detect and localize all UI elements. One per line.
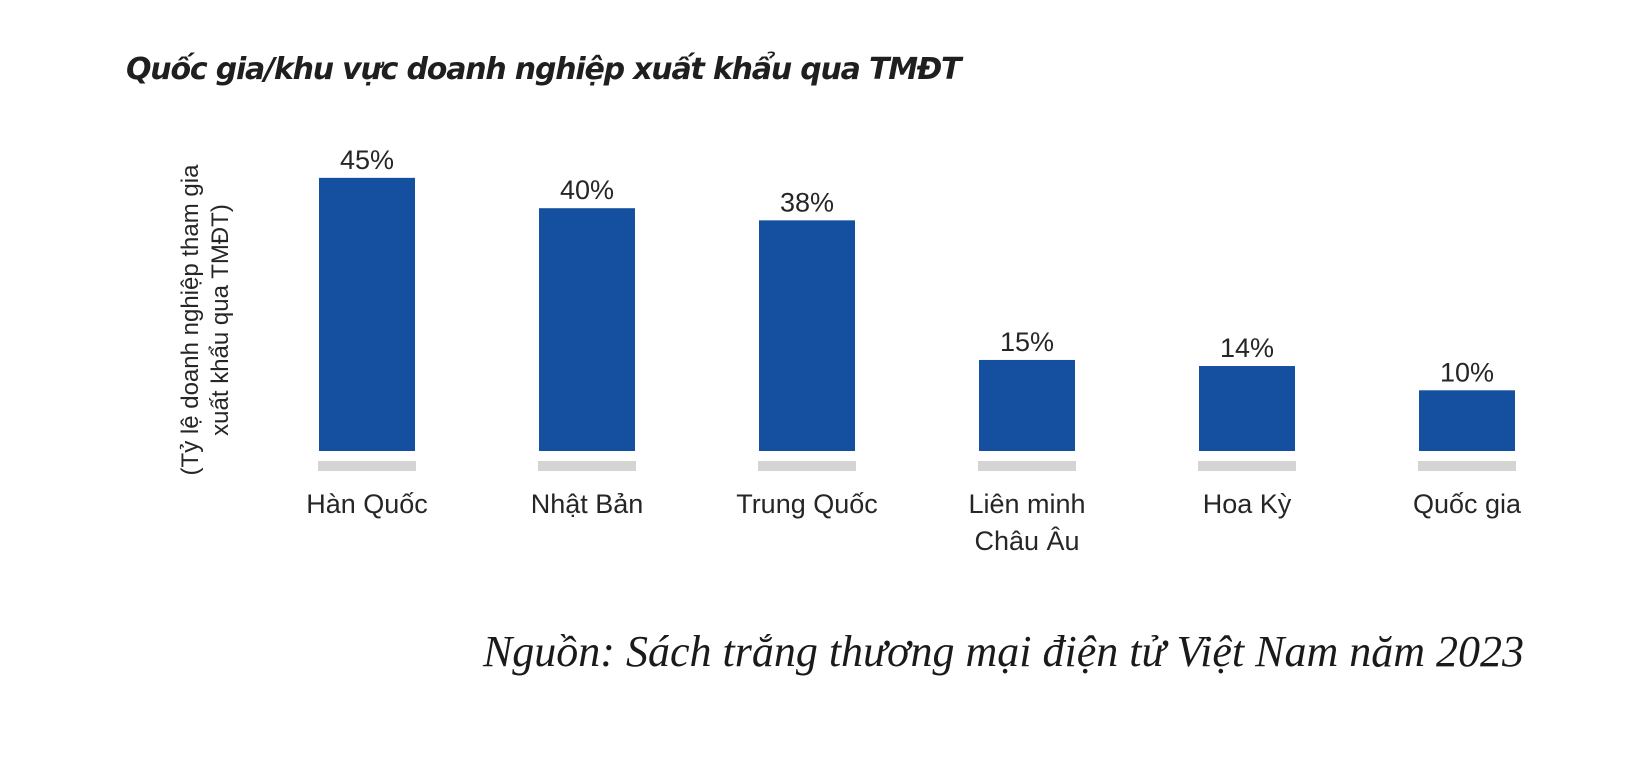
x-tick-label-2: Trung Quốc (736, 489, 878, 519)
value-label-3: 15% (1000, 327, 1054, 357)
x-tick-label-5: Quốc gia (1413, 489, 1522, 519)
bar-chart: (Tỷ lệ doanh nghiệp tham gia xuất khẩu q… (177, 145, 1522, 556)
y-axis-label-line-1: (Tỷ lệ doanh nghiệp tham gia (177, 164, 204, 476)
bar-1 (539, 208, 635, 451)
bars-group: 45% Hàn Quốc 40% Nhật Bản 38% Trung Quốc 15% Li… (306, 145, 1522, 556)
x-tick-label-0: Hàn Quốc (306, 489, 428, 519)
source-note: Nguồn: Sách trắng thương mại điện tử Việ… (482, 627, 1524, 676)
value-label-4: 14% (1220, 333, 1274, 363)
bar-base-2 (758, 461, 856, 471)
chart-title: Quốc gia/khu vực doanh nghiệp xuất khẩu … (126, 52, 961, 87)
bar-base-5 (1418, 461, 1516, 471)
value-label-1: 40% (560, 175, 614, 205)
bar-base-3 (978, 461, 1076, 471)
x-tick-label-1: Nhật Bản (531, 489, 644, 519)
bar-0 (319, 177, 415, 451)
bar-5 (1419, 390, 1515, 451)
y-axis-label-line-2: xuất khẩu qua TMĐT) (207, 204, 234, 436)
bar-base-4 (1198, 461, 1296, 471)
bar-4 (1199, 366, 1295, 451)
value-label-2: 38% (780, 187, 834, 217)
x-tick-label-3-line-2: Châu Âu (974, 525, 1079, 556)
x-tick-label-3-line-1: Liên minh (968, 489, 1085, 519)
value-label-0: 45% (340, 145, 394, 175)
bar-2 (759, 220, 855, 451)
bar-3 (979, 359, 1075, 451)
x-tick-label-4: Hoa Kỳ (1203, 489, 1292, 519)
value-label-5: 10% (1440, 357, 1494, 387)
bar-base-1 (538, 461, 636, 471)
bar-base-0 (318, 461, 416, 471)
